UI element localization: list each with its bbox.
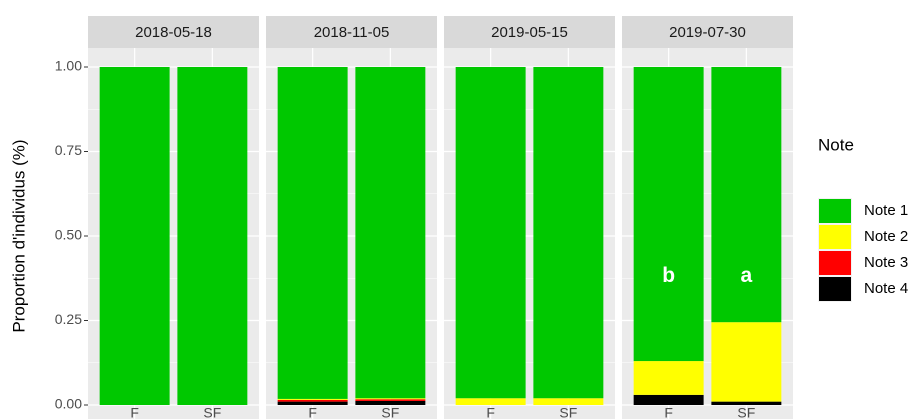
strip [88, 16, 259, 48]
legend-swatch [819, 277, 851, 301]
legend-label: Note 4 [864, 280, 908, 297]
legend-label: Note 3 [864, 254, 908, 271]
bar-segment [99, 67, 170, 405]
x-tick-label: SF [381, 405, 399, 419]
y-tick-label: 1.00 [55, 58, 82, 74]
bar-segment [633, 394, 704, 405]
strip [622, 16, 793, 48]
legend-label: Note 2 [864, 228, 908, 245]
bar-segment [711, 322, 782, 402]
x-tick-label: F [308, 405, 317, 419]
bar-segment [633, 67, 704, 362]
legend-swatch [819, 199, 851, 223]
bar-segment [533, 67, 604, 399]
bar-segment [455, 398, 526, 405]
x-tick-label: SF [737, 405, 755, 419]
bar-segment [533, 398, 604, 405]
bar-segment [277, 67, 348, 399]
bar-segment [277, 399, 348, 402]
strip-label: 2018-05-18 [135, 24, 212, 41]
bar-segment [277, 398, 348, 400]
bar-segment [277, 401, 348, 405]
y-tick-label: 0.75 [55, 142, 82, 158]
x-tick-label: F [664, 405, 673, 419]
y-tick-label: 0.25 [55, 311, 82, 327]
y-tick-label: 0.00 [55, 396, 82, 412]
bar-segment [711, 401, 782, 405]
bar-segment [355, 398, 426, 400]
x-tick-label: SF [559, 405, 577, 419]
bar-segment [455, 67, 526, 399]
annotation: a [741, 264, 753, 287]
bar-segment [355, 399, 426, 401]
y-axis-title: Proportion d'individus (%) [9, 139, 28, 332]
annotation: b [662, 264, 675, 287]
strip [266, 16, 437, 48]
x-tick-label: F [130, 405, 139, 419]
legend-label: Note 1 [864, 202, 908, 219]
strip-label: 2019-07-30 [669, 24, 746, 41]
y-tick-label: 0.50 [55, 227, 82, 243]
bar-segment [711, 67, 782, 323]
x-tick-label: F [486, 405, 495, 419]
bar-segment [355, 67, 426, 399]
legend-swatch [819, 251, 851, 275]
legend-title: Note [818, 135, 854, 154]
bar-segment [355, 400, 426, 405]
bar-segment [177, 67, 248, 405]
strip-label: 2018-11-05 [314, 24, 390, 41]
bar-segment [633, 361, 704, 395]
x-tick-label: SF [203, 405, 221, 419]
strip-label: 2019-05-15 [491, 24, 568, 41]
strip [444, 16, 615, 48]
legend-swatch [819, 225, 851, 249]
